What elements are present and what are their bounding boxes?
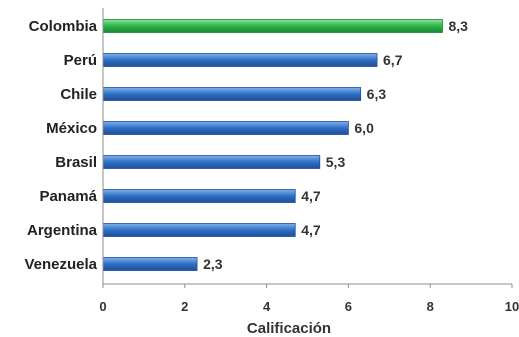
bar-7: [102, 257, 198, 271]
x-tick-label-2: 4: [263, 299, 271, 314]
value-label-4: 5,3: [326, 154, 346, 170]
category-label-2: Chile: [60, 86, 97, 103]
value-label-1: 6,7: [383, 52, 403, 68]
category-label-3: México: [46, 120, 97, 137]
category-label-7: Venezuela: [24, 256, 97, 273]
bar-5: [102, 189, 296, 203]
bar-0: [102, 19, 443, 33]
x-tick-label-5: 10: [505, 299, 519, 314]
bar-3: [102, 121, 349, 135]
category-label-4: Brasil: [55, 154, 97, 171]
value-label-6: 4,7: [301, 222, 321, 238]
x-tick-label-4: 8: [427, 299, 434, 314]
bar-1: [102, 53, 378, 67]
category-label-0: Colombia: [29, 18, 98, 35]
bars-group: Colombia 8,3 Perú 6,7 Chile 6,3 México 6,0 Brasi…: [24, 18, 468, 273]
x-tick-label-0: 0: [99, 299, 106, 314]
category-label-5: Panamá: [39, 188, 97, 205]
value-label-5: 4,7: [301, 188, 321, 204]
x-ticks-group: 0 2 4 6 8 10: [99, 284, 519, 314]
value-label-2: 6,3: [367, 86, 387, 102]
bar-4: [102, 155, 321, 169]
x-tick-label-3: 6: [345, 299, 352, 314]
bar-6: [102, 223, 296, 237]
category-label-1: Perú: [64, 52, 97, 69]
x-tick-label-1: 2: [181, 299, 188, 314]
value-label-3: 6,0: [354, 120, 374, 136]
bar-2: [102, 87, 362, 101]
value-label-0: 8,3: [448, 18, 468, 34]
category-label-6: Argentina: [27, 222, 98, 239]
value-label-7: 2,3: [203, 256, 223, 272]
x-axis-title: Calificación: [247, 320, 331, 337]
